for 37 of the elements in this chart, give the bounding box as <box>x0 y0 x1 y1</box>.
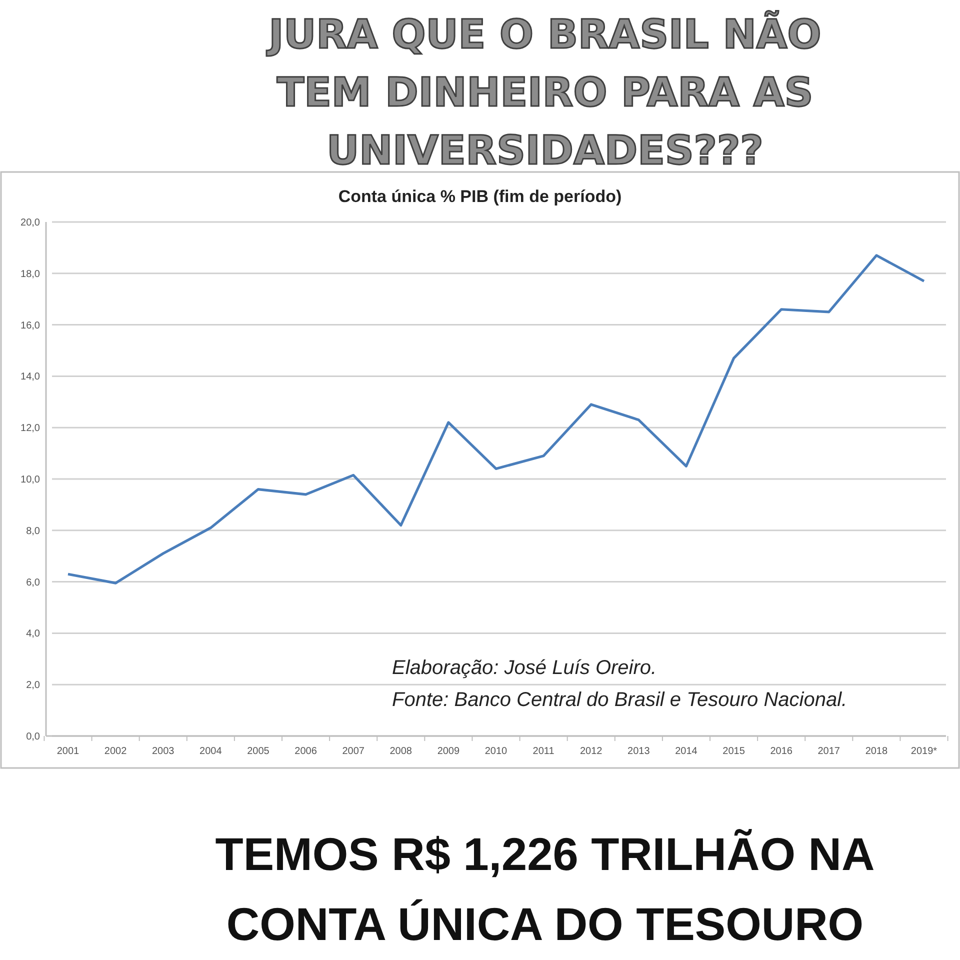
x-tick-label: 2018 <box>865 746 888 757</box>
x-tick-label: 2001 <box>56 746 80 757</box>
y-tick-label: 4,0 <box>26 628 40 640</box>
x-tick-label: 2007 <box>342 746 365 757</box>
y-tick-label: 20,0 <box>20 218 40 228</box>
x-tick-label: 2014 <box>675 746 698 757</box>
annotation: Fonte: Banco Central do Brasil e Tesouro Nacional. <box>392 689 848 711</box>
y-tick-label: 8,0 <box>26 526 40 537</box>
x-tick-label: 2006 <box>294 746 318 757</box>
y-tick-label: 12,0 <box>20 423 40 434</box>
y-tick-label: 10,0 <box>20 474 40 486</box>
line-series <box>66 254 926 584</box>
x-tick-label: 2004 <box>200 746 222 757</box>
x-tick-label: 2012 <box>580 746 603 757</box>
x-tick-label: 2011 <box>532 746 555 757</box>
x-tick-label: 2016 <box>770 746 793 757</box>
y-tick-label: 18,0 <box>20 268 40 280</box>
y-tick-label: 6,0 <box>26 577 40 588</box>
x-tick-label: 2019* <box>910 746 938 757</box>
y-tick-label: 0,0 <box>26 732 40 742</box>
y-tick-label: 16,0 <box>20 320 40 332</box>
y-tick-label: 14,0 <box>20 372 40 383</box>
x-tick-label: 2003 <box>152 746 175 757</box>
x-tick-label: 2010 <box>484 746 508 757</box>
text: TEMOS R$ 1,226 TRILHÃO NA <box>215 828 875 880</box>
x-tick-label: 2015 <box>722 746 746 757</box>
x-tick-label: 2017 <box>818 746 840 757</box>
chart-title: JURA QUE O BRASIL NÃO TEM DINHEIRO PARA AS UNIVERSIDADES??? <box>266 10 822 174</box>
x-tick-label: 2013 <box>628 746 650 757</box>
x-tick-label: 2008 <box>390 746 412 757</box>
y-tick-label: 2,0 <box>26 680 40 692</box>
text: CONTA ÚNICA DO TESOURO <box>226 898 864 950</box>
x-tick-label: 2002 <box>104 746 128 757</box>
x-tick-label: 2009 <box>437 746 460 757</box>
annotation: Elaboração: José Luís Oreiro. <box>392 657 657 679</box>
x-tick-label: 2005 <box>247 746 270 757</box>
chart-subtitle: Conta única % PIB (fim de período) <box>338 187 622 206</box>
